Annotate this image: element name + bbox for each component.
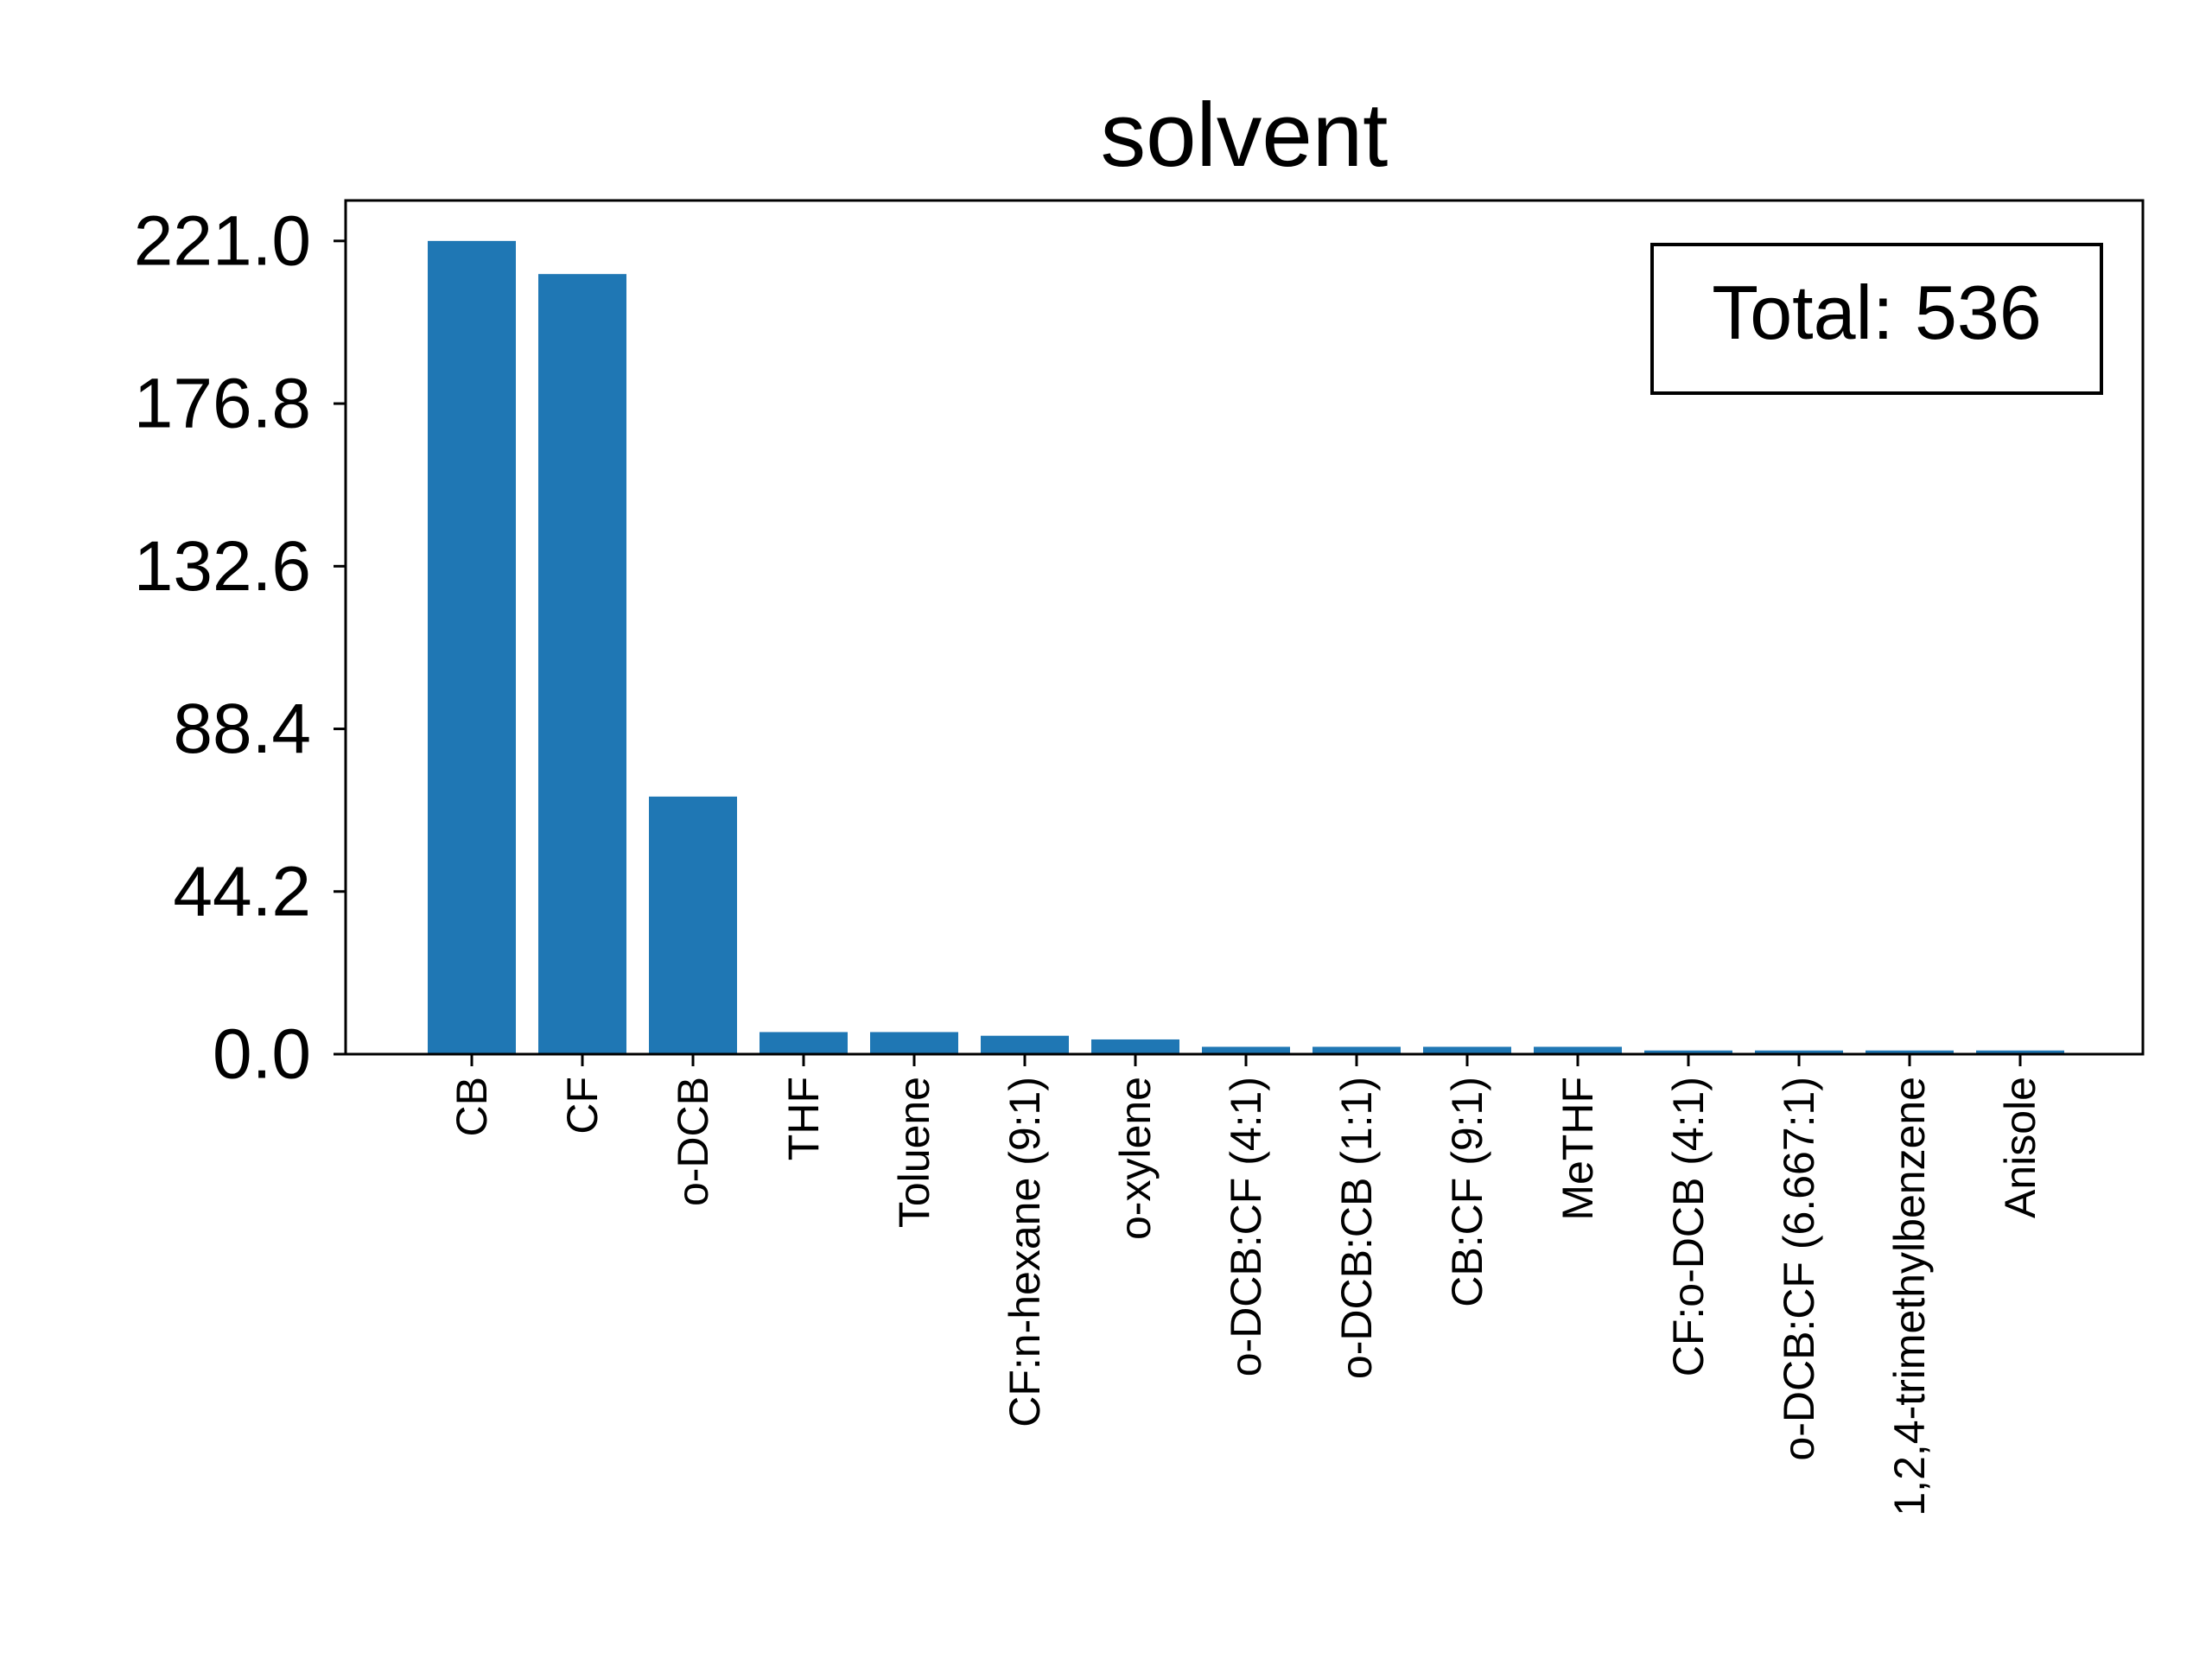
x-tick-label: Anisole <box>1996 1077 2044 1218</box>
y-tick-label: 176.8 <box>134 365 311 443</box>
bar-cb-cf-9-1 <box>1423 1046 1511 1054</box>
x-tick-label: THF <box>779 1077 828 1160</box>
x-tick-label: CB:CF (9:1) <box>1443 1077 1491 1307</box>
bar-o-xylene <box>1091 1039 1179 1054</box>
x-tick-label: CF:n-hexane (9:1) <box>1001 1077 1049 1427</box>
bar-cb <box>428 240 516 1054</box>
x-tick-label: CB <box>448 1077 496 1136</box>
total-annotation: Total: 536 <box>1650 243 2103 395</box>
y-tick-label: 88.4 <box>173 690 311 768</box>
bar-o-dcb <box>649 796 737 1054</box>
bar-cf-n-hexane-9-1 <box>981 1035 1069 1054</box>
total-box <box>1650 243 2103 395</box>
y-tick-label: 221.0 <box>134 201 311 280</box>
x-tick-label: o-DCB:CB (1:1) <box>1332 1077 1381 1379</box>
x-tick-label: Toluene <box>890 1077 938 1228</box>
x-axis: CB CF o-DCB THF Toluene CF:n-hexane (9:1) o-xy… <box>448 1054 2044 1516</box>
y-tick-label: 132.6 <box>134 527 311 606</box>
plot-frame <box>344 199 2145 1056</box>
total-text: Total: 536 <box>1712 270 2042 355</box>
bars-group <box>428 240 2064 1054</box>
x-tick-label: 1,2,4-trimethylbenzene <box>1885 1077 1934 1516</box>
bar-o-dcb-cf-4-1 <box>1202 1046 1290 1054</box>
bar-toluene <box>870 1032 958 1054</box>
bar-methf <box>1534 1046 1622 1054</box>
bar-cf <box>538 274 626 1054</box>
y-tick-label: 0.0 <box>213 1015 311 1094</box>
y-tick-label: 44.2 <box>173 852 311 931</box>
x-tick-label: MeTHF <box>1554 1077 1602 1221</box>
x-tick-label: CF <box>558 1077 607 1135</box>
x-tick-label: o-DCB:CF (4:1) <box>1222 1077 1270 1376</box>
bar-o-dcb-cf-6-667-1 <box>1755 1050 1843 1054</box>
chart-title: solvent <box>1101 85 1389 186</box>
bar-anisole <box>1976 1050 2064 1054</box>
x-tick-label: o-xylene <box>1111 1077 1160 1240</box>
bar-cf-o-dcb-4-1 <box>1644 1050 1732 1054</box>
bar-1-2-4-trimethylbenzene <box>1866 1050 1954 1054</box>
x-tick-label: o-DCB <box>669 1077 717 1206</box>
y-axis: 0.0 44.2 88.4 132.6 176.8 221.0 <box>134 201 346 1094</box>
x-tick-label: o-DCB:CF (6.667:1) <box>1775 1077 1823 1461</box>
x-tick-label: CF:o-DCB (4:1) <box>1664 1077 1713 1376</box>
bar-thf <box>760 1032 848 1054</box>
bar-o-dcb-cb-1-1 <box>1313 1046 1401 1054</box>
